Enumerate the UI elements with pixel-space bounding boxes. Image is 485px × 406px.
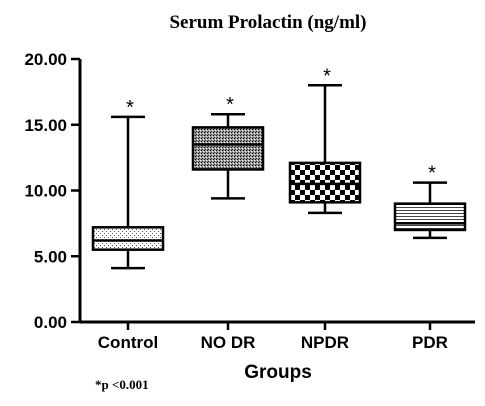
x-tick-label: Control — [98, 333, 158, 352]
iqr-box — [393, 202, 467, 232]
footnote: *p <0.001 — [95, 377, 149, 392]
box-no-dr: * — [191, 94, 265, 200]
x-axis-label: Groups — [244, 362, 312, 383]
y-tick-label: 5.00 — [34, 247, 67, 266]
significance-marker: * — [323, 65, 331, 87]
x-tick-label: NPDR — [301, 333, 349, 352]
iqr-box — [288, 161, 362, 204]
iqr-box — [91, 226, 165, 251]
x-tick-label: NO DR — [201, 333, 256, 352]
box-control: * — [91, 97, 165, 270]
box-pdr: * — [393, 163, 467, 240]
significance-marker: * — [126, 97, 134, 119]
y-tick-label: 15.00 — [24, 116, 67, 135]
y-tick-label: 0.00 — [34, 313, 67, 332]
significance-marker: * — [428, 163, 436, 185]
x-tick-label: PDR — [412, 333, 448, 352]
y-tick-label: 20.00 — [24, 50, 67, 69]
y-tick-label: 10.00 — [24, 182, 67, 201]
axes: 0.00 5.00 10.00 15.00 20.00 Control NO DR NPDR P… — [24, 50, 475, 352]
box-npdr: * — [288, 65, 362, 215]
significance-marker: * — [226, 94, 234, 116]
iqr-box — [191, 126, 265, 171]
boxes-layer: * * * * — [91, 65, 467, 270]
chart-title: Serum Prolactin (ng/ml) — [169, 12, 366, 33]
